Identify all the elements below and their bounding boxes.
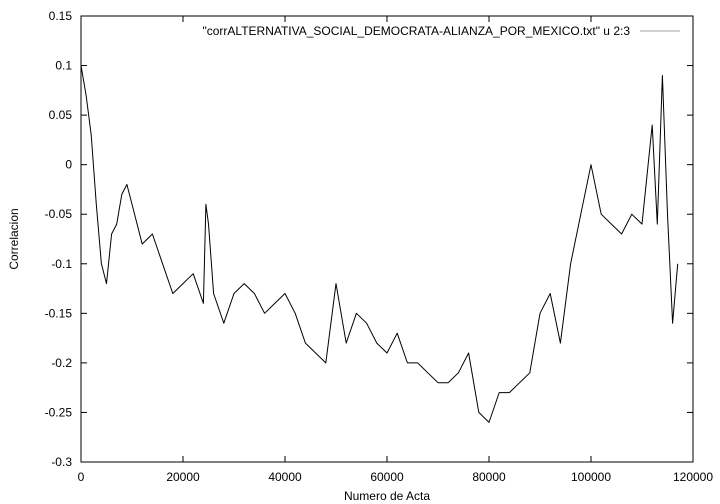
x-tick-label: 40000 xyxy=(268,470,302,484)
y-tick-label: -0.1 xyxy=(51,257,72,271)
y-tick-label: 0 xyxy=(65,158,72,172)
plot-frame xyxy=(80,15,694,463)
y-axis-label: Correlacion xyxy=(7,208,21,269)
tick-group: 0 20000 40000 60000 80000 100000 120000 0.15 0.1… xyxy=(45,9,714,484)
legend: "corrALTERNATIVA_SOCIAL_DEMOCRATA-ALIANZ… xyxy=(202,24,680,38)
series-group xyxy=(80,65,679,423)
y-tick-label: -0.15 xyxy=(45,306,73,320)
y-tick-label: 0.1 xyxy=(55,59,72,73)
x-tick-label: 100000 xyxy=(571,470,611,484)
y-tick-label: -0.05 xyxy=(45,207,73,221)
y-tick-label: 0.05 xyxy=(49,108,73,122)
x-tick-label: 120000 xyxy=(673,470,713,484)
x-axis-label: Numero de Acta xyxy=(344,489,430,503)
y-tick-label: 0.15 xyxy=(49,9,73,23)
x-tick-label: 20000 xyxy=(166,470,200,484)
y-tick-label: -0.25 xyxy=(45,405,73,419)
legend-entry-text: "corrALTERNATIVA_SOCIAL_DEMOCRATA-ALIANZ… xyxy=(202,24,630,38)
y-tick-label: -0.3 xyxy=(51,455,72,469)
x-tick-label: 0 xyxy=(78,470,85,484)
x-tick-label: 60000 xyxy=(370,470,404,484)
series-line xyxy=(80,65,679,423)
x-tick-label: 80000 xyxy=(472,470,506,484)
y-tick-label: -0.2 xyxy=(51,356,72,370)
